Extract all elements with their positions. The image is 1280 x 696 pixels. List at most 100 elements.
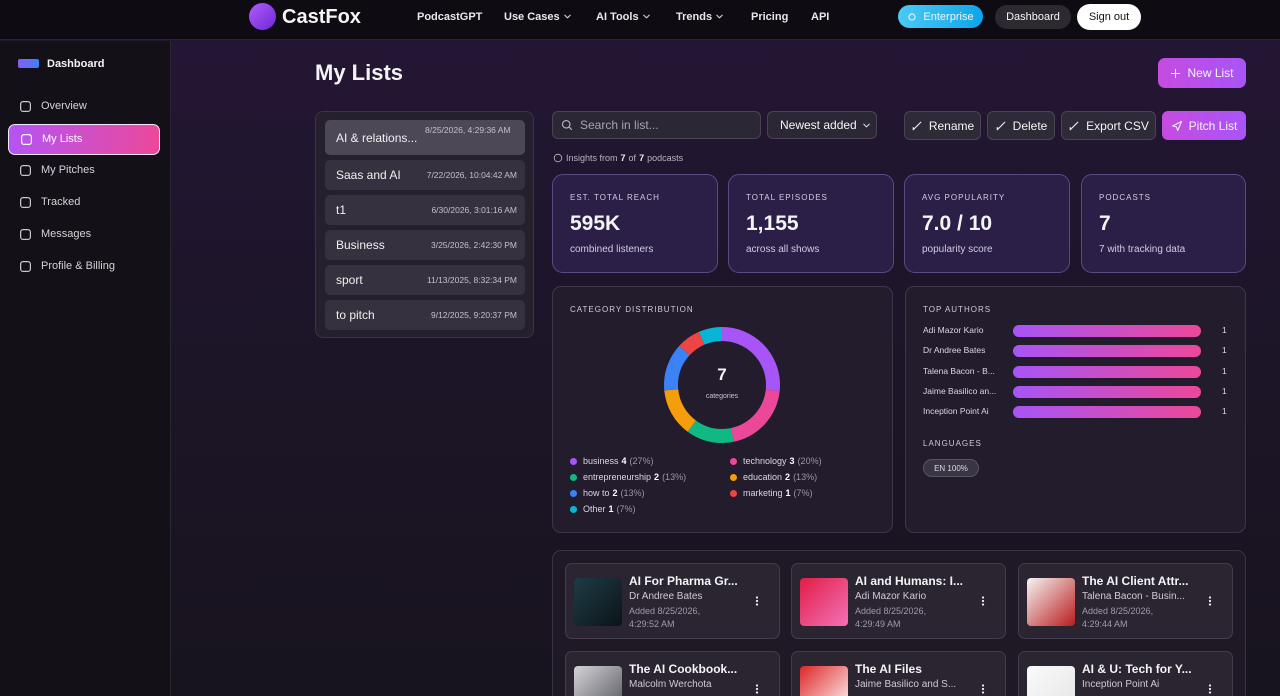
sidebar-label: My Lists — [42, 133, 83, 145]
list-item[interactable]: t1 6/30/2026, 3:01:16 AM — [325, 195, 525, 225]
donut-segment — [664, 327, 780, 443]
author-count: 1 — [1222, 345, 1227, 356]
author-bar — [1013, 406, 1201, 419]
podcast-author: Jaime Basilico and S... — [855, 679, 957, 690]
nav-link[interactable]: API — [811, 11, 830, 23]
logo[interactable] — [249, 3, 276, 30]
legend-dot — [570, 458, 577, 465]
author-bar — [1013, 365, 1201, 378]
dashboard-button[interactable]: Dashboard — [995, 5, 1071, 29]
stat-value: 7.0 / 10 — [922, 212, 993, 235]
donut — [664, 327, 780, 443]
icon[interactable] — [750, 682, 764, 696]
sign-out-button[interactable]: Sign out — [1077, 4, 1141, 30]
podcast-card[interactable]: AI & U: Tech for Y... Inception Point Ai — [1018, 651, 1233, 696]
icon[interactable] — [1203, 682, 1217, 696]
dot — [1208, 687, 1212, 691]
list-item[interactable]: AI & relations... 8/25/2026, 4:29:36 AM — [325, 120, 525, 155]
icon — [1171, 120, 1182, 131]
author-name: Dr Andree Bates — [923, 345, 986, 356]
icon — [912, 121, 922, 130]
rename-button[interactable]: Rename — [904, 111, 981, 140]
podcast-title: AI and Humans: I... — [855, 574, 964, 588]
stat-label: AVG POPULARITY — [922, 193, 1006, 202]
podcast-title: AI & U: Tech for Y... — [1082, 662, 1192, 676]
podcast-card[interactable]: The AI Cookbook... Malcolm Werchota — [565, 651, 780, 696]
icon — [863, 123, 870, 128]
sidebar-item[interactable]: My Lists — [8, 124, 160, 155]
new-list-button[interactable]: New List — [1158, 58, 1246, 88]
list-item[interactable]: to pitch 9/12/2025, 9:20:37 PM — [325, 300, 525, 330]
delete-button[interactable]: Delete — [987, 111, 1055, 140]
legend-name: marketing — [743, 488, 783, 498]
legend-entry: education 2 (13%) — [743, 471, 817, 484]
nav-link[interactable]: Trends — [676, 11, 713, 23]
sort-select[interactable]: Newest added — [767, 111, 877, 139]
icon[interactable] — [976, 682, 990, 696]
podcast-title: AI For Pharma Gr... — [629, 574, 738, 588]
authors-title: TOP AUTHORS — [923, 305, 992, 314]
insights-total: 7 — [639, 153, 645, 163]
legend-dot — [730, 490, 737, 497]
podcast-card[interactable]: AI For Pharma Gr... Dr Andree Bates Added … — [565, 563, 780, 639]
legend-percent: (7%) — [616, 504, 636, 514]
search-box[interactable]: Search in list... — [552, 111, 761, 139]
podcast-author: Adi Mazor Kario — [855, 591, 927, 602]
legend-entry: Other 1 (7%) — [583, 503, 636, 516]
insights-suffix: podcasts — [647, 153, 684, 163]
enterprise-button[interactable]: Enterprise — [898, 5, 983, 28]
author-name: Adi Mazor Kario — [923, 325, 984, 335]
sort-label: Newest added — [780, 118, 857, 132]
sidebar-item[interactable]: Tracked — [8, 188, 160, 219]
sidebar-item[interactable]: Profile & Billing — [8, 252, 160, 283]
icon[interactable] — [976, 594, 990, 608]
info — [553, 153, 563, 163]
export-label: Export CSV — [1086, 118, 1149, 133]
pitch-button[interactable]: Pitch List — [1162, 111, 1246, 140]
legend-percent: (13%) — [662, 472, 687, 482]
dot — [981, 599, 985, 603]
legend-dot — [570, 474, 577, 481]
icon — [908, 12, 917, 21]
podcast-title: The AI Cookbook... — [629, 662, 738, 676]
list-item[interactable]: sport 11/13/2025, 8:32:34 PM — [325, 265, 525, 295]
nav-link[interactable]: AI Tools — [596, 11, 639, 23]
list-date: 7/22/2026, 10:04:42 AM — [426, 170, 517, 180]
icon[interactable] — [1203, 594, 1217, 608]
stat-value: 595K — [570, 212, 621, 235]
dot — [755, 596, 759, 599]
legend-entry: marketing 1 (7%) — [743, 487, 813, 500]
podcast-card[interactable]: AI and Humans: I... Adi Mazor Kario Added … — [791, 563, 1006, 639]
legend-count: 2 — [612, 488, 618, 498]
legend-name: technology — [743, 456, 787, 466]
podcast-card[interactable]: The AI Client Attr... Talena Bacon - Busi… — [1018, 563, 1233, 639]
sidebar-item[interactable]: My Pitches — [8, 156, 160, 187]
list-item[interactable]: Saas and AI 7/22/2026, 10:04:42 AM — [325, 160, 525, 190]
btn-icon — [1069, 121, 1079, 130]
dot — [981, 684, 985, 687]
nav-link[interactable]: Pricing — [751, 11, 789, 23]
sidebar-item[interactable]: Overview — [8, 92, 160, 123]
dot — [981, 603, 985, 606]
icon — [20, 165, 31, 176]
insights-prefix: Insights from — [566, 153, 618, 163]
list-item[interactable]: Business 3/25/2026, 2:42:30 PM — [325, 230, 525, 260]
legend-percent: (13%) — [793, 472, 818, 482]
legend-name: entrepreneurship — [583, 472, 652, 482]
sidebar-logo — [18, 59, 39, 68]
list-name: Saas and AI — [336, 168, 401, 182]
icon — [20, 229, 31, 240]
export-button[interactable]: Export CSV — [1061, 111, 1156, 140]
icon — [20, 101, 31, 112]
nav-link[interactable]: PodcastGPT — [417, 11, 483, 23]
dot — [755, 603, 759, 606]
icon[interactable] — [750, 594, 764, 608]
podcast-card[interactable]: The AI Files Jaime Basilico and S... — [791, 651, 1006, 696]
category-title: CATEGORY DISTRIBUTION — [570, 305, 694, 314]
stat-label: TOTAL EPISODES — [746, 193, 828, 202]
brand[interactable]: CastFox — [282, 6, 361, 28]
author-name: Inception Point Ai — [923, 406, 989, 417]
sidebar-item[interactable]: Messages — [8, 220, 160, 251]
podcast-thumb — [800, 578, 848, 626]
nav-link[interactable]: Use Cases — [504, 11, 560, 23]
